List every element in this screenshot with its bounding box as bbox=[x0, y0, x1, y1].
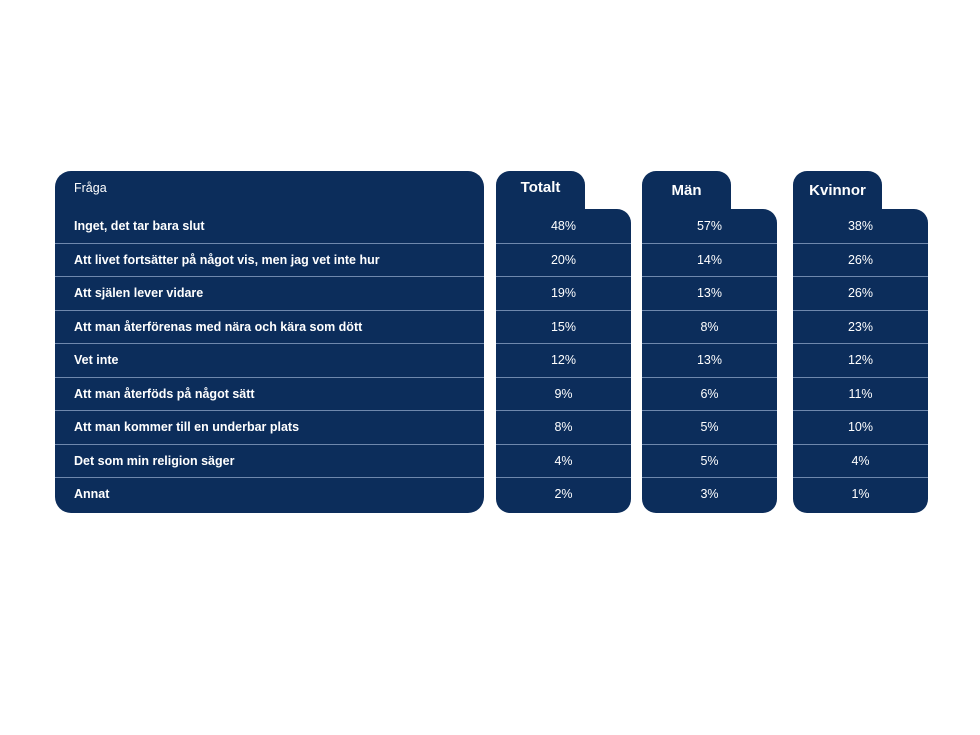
value-row-totalt: 20% bbox=[496, 242, 631, 277]
value-cell: 3% bbox=[700, 487, 719, 502]
value-row-man: 13% bbox=[642, 343, 777, 377]
question-row: Att man kommer till en underbar plats bbox=[55, 410, 484, 444]
column-tab-man: Män bbox=[642, 171, 731, 215]
tab-joint bbox=[731, 193, 747, 209]
column-tab-kvinnor: Kvinnor bbox=[793, 171, 882, 215]
question-label: Att man återförenas med nära och kära so… bbox=[74, 319, 363, 334]
question-header: Fråga bbox=[74, 181, 107, 195]
value-cell: 13% bbox=[696, 286, 723, 301]
value-cell: 2% bbox=[554, 487, 573, 502]
question-label: Att själen lever vidare bbox=[74, 286, 204, 301]
question-label: Inget, det tar bara slut bbox=[74, 218, 205, 233]
question-row: Att livet fortsätter på något vis, men j… bbox=[55, 242, 484, 277]
value-cell: 15% bbox=[550, 319, 577, 334]
value-row-totalt: 12% bbox=[496, 343, 631, 377]
value-cell: 20% bbox=[550, 252, 577, 267]
question-header-row: Fråga bbox=[55, 171, 484, 205]
value-cell: 8% bbox=[700, 319, 719, 334]
value-cell: 4% bbox=[554, 453, 573, 468]
value-cell: 38% bbox=[847, 218, 874, 233]
value-row-man: 5% bbox=[642, 410, 777, 444]
value-cell: 11% bbox=[848, 386, 873, 401]
value-row-kvinnor: 11% bbox=[793, 376, 928, 411]
column-totalt: 48% 20% 19% 15% 12% 9% 8% 4% 2% bbox=[496, 209, 631, 513]
value-row-totalt: 8% bbox=[496, 410, 631, 444]
value-row-kvinnor: 10% bbox=[793, 410, 928, 444]
value-row-kvinnor: 4% bbox=[793, 443, 928, 478]
value-row-man: 57% bbox=[642, 209, 777, 243]
value-row-man: 3% bbox=[642, 477, 777, 511]
question-row: Det som min religion säger bbox=[55, 443, 484, 478]
value-row-totalt: 9% bbox=[496, 376, 631, 411]
question-label: Att man kommer till en underbar plats bbox=[74, 420, 300, 435]
question-label: Att man återföds på något sätt bbox=[74, 386, 255, 401]
value-cell: 12% bbox=[550, 353, 577, 368]
value-cell: 26% bbox=[847, 286, 874, 301]
value-cell: 9% bbox=[554, 386, 573, 401]
value-row-kvinnor: 23% bbox=[793, 309, 928, 344]
question-label: Vet inte bbox=[74, 353, 119, 368]
value-row-man: 6% bbox=[642, 376, 777, 411]
value-cell: 19% bbox=[550, 286, 577, 301]
value-row-man: 13% bbox=[642, 276, 777, 310]
value-cell: 5% bbox=[700, 453, 719, 468]
value-cell: 26% bbox=[847, 252, 874, 267]
value-cell: 48% bbox=[550, 218, 577, 233]
question-label: Det som min religion säger bbox=[74, 453, 235, 468]
value-row-kvinnor: 1% bbox=[793, 477, 928, 511]
question-row: Inget, det tar bara slut bbox=[55, 209, 484, 243]
tab-joint bbox=[585, 193, 601, 209]
value-cell: 23% bbox=[847, 319, 874, 334]
question-row: Att man återföds på något sätt bbox=[55, 376, 484, 411]
value-cell: 8% bbox=[554, 420, 573, 435]
column-header-kvinnor: Kvinnor bbox=[809, 181, 866, 199]
question-row: Att själen lever vidare bbox=[55, 276, 484, 310]
value-cell: 12% bbox=[847, 353, 874, 368]
tab-joint bbox=[882, 193, 898, 209]
value-row-totalt: 2% bbox=[496, 477, 631, 511]
value-cell: 1% bbox=[851, 487, 870, 502]
value-row-kvinnor: 12% bbox=[793, 343, 928, 377]
value-row-man: 8% bbox=[642, 309, 777, 344]
column-tab-totalt: Totalt bbox=[496, 171, 585, 215]
value-row-kvinnor: 38% bbox=[793, 209, 928, 243]
column-kvinnor: 38% 26% 26% 23% 12% 11% 10% 4% 1% bbox=[793, 209, 928, 513]
value-cell: 57% bbox=[696, 218, 723, 233]
question-label: Att livet fortsätter på något vis, men j… bbox=[74, 252, 380, 267]
value-cell: 14% bbox=[696, 252, 723, 267]
value-cell: 10% bbox=[847, 420, 874, 435]
question-label: Annat bbox=[74, 487, 110, 502]
value-row-kvinnor: 26% bbox=[793, 276, 928, 310]
value-row-totalt: 48% bbox=[496, 209, 631, 243]
question-row: Annat bbox=[55, 477, 484, 511]
value-cell: 13% bbox=[696, 353, 723, 368]
question-panel: Fråga Inget, det tar bara slut Att livet … bbox=[55, 171, 484, 513]
value-cell: 6% bbox=[700, 386, 719, 401]
value-row-man: 14% bbox=[642, 242, 777, 277]
value-row-totalt: 4% bbox=[496, 443, 631, 478]
column-header-man: Män bbox=[671, 181, 702, 199]
question-row: Vet inte bbox=[55, 343, 484, 377]
value-row-kvinnor: 26% bbox=[793, 242, 928, 277]
value-row-totalt: 15% bbox=[496, 309, 631, 344]
value-row-man: 5% bbox=[642, 443, 777, 478]
value-row-totalt: 19% bbox=[496, 276, 631, 310]
question-row: Att man återförenas med nära och kära so… bbox=[55, 309, 484, 344]
value-cell: 5% bbox=[700, 420, 719, 435]
column-man: 57% 14% 13% 8% 13% 6% 5% 5% 3% bbox=[642, 209, 777, 513]
column-header-totalt: Totalt bbox=[520, 178, 561, 196]
value-cell: 4% bbox=[851, 453, 870, 468]
